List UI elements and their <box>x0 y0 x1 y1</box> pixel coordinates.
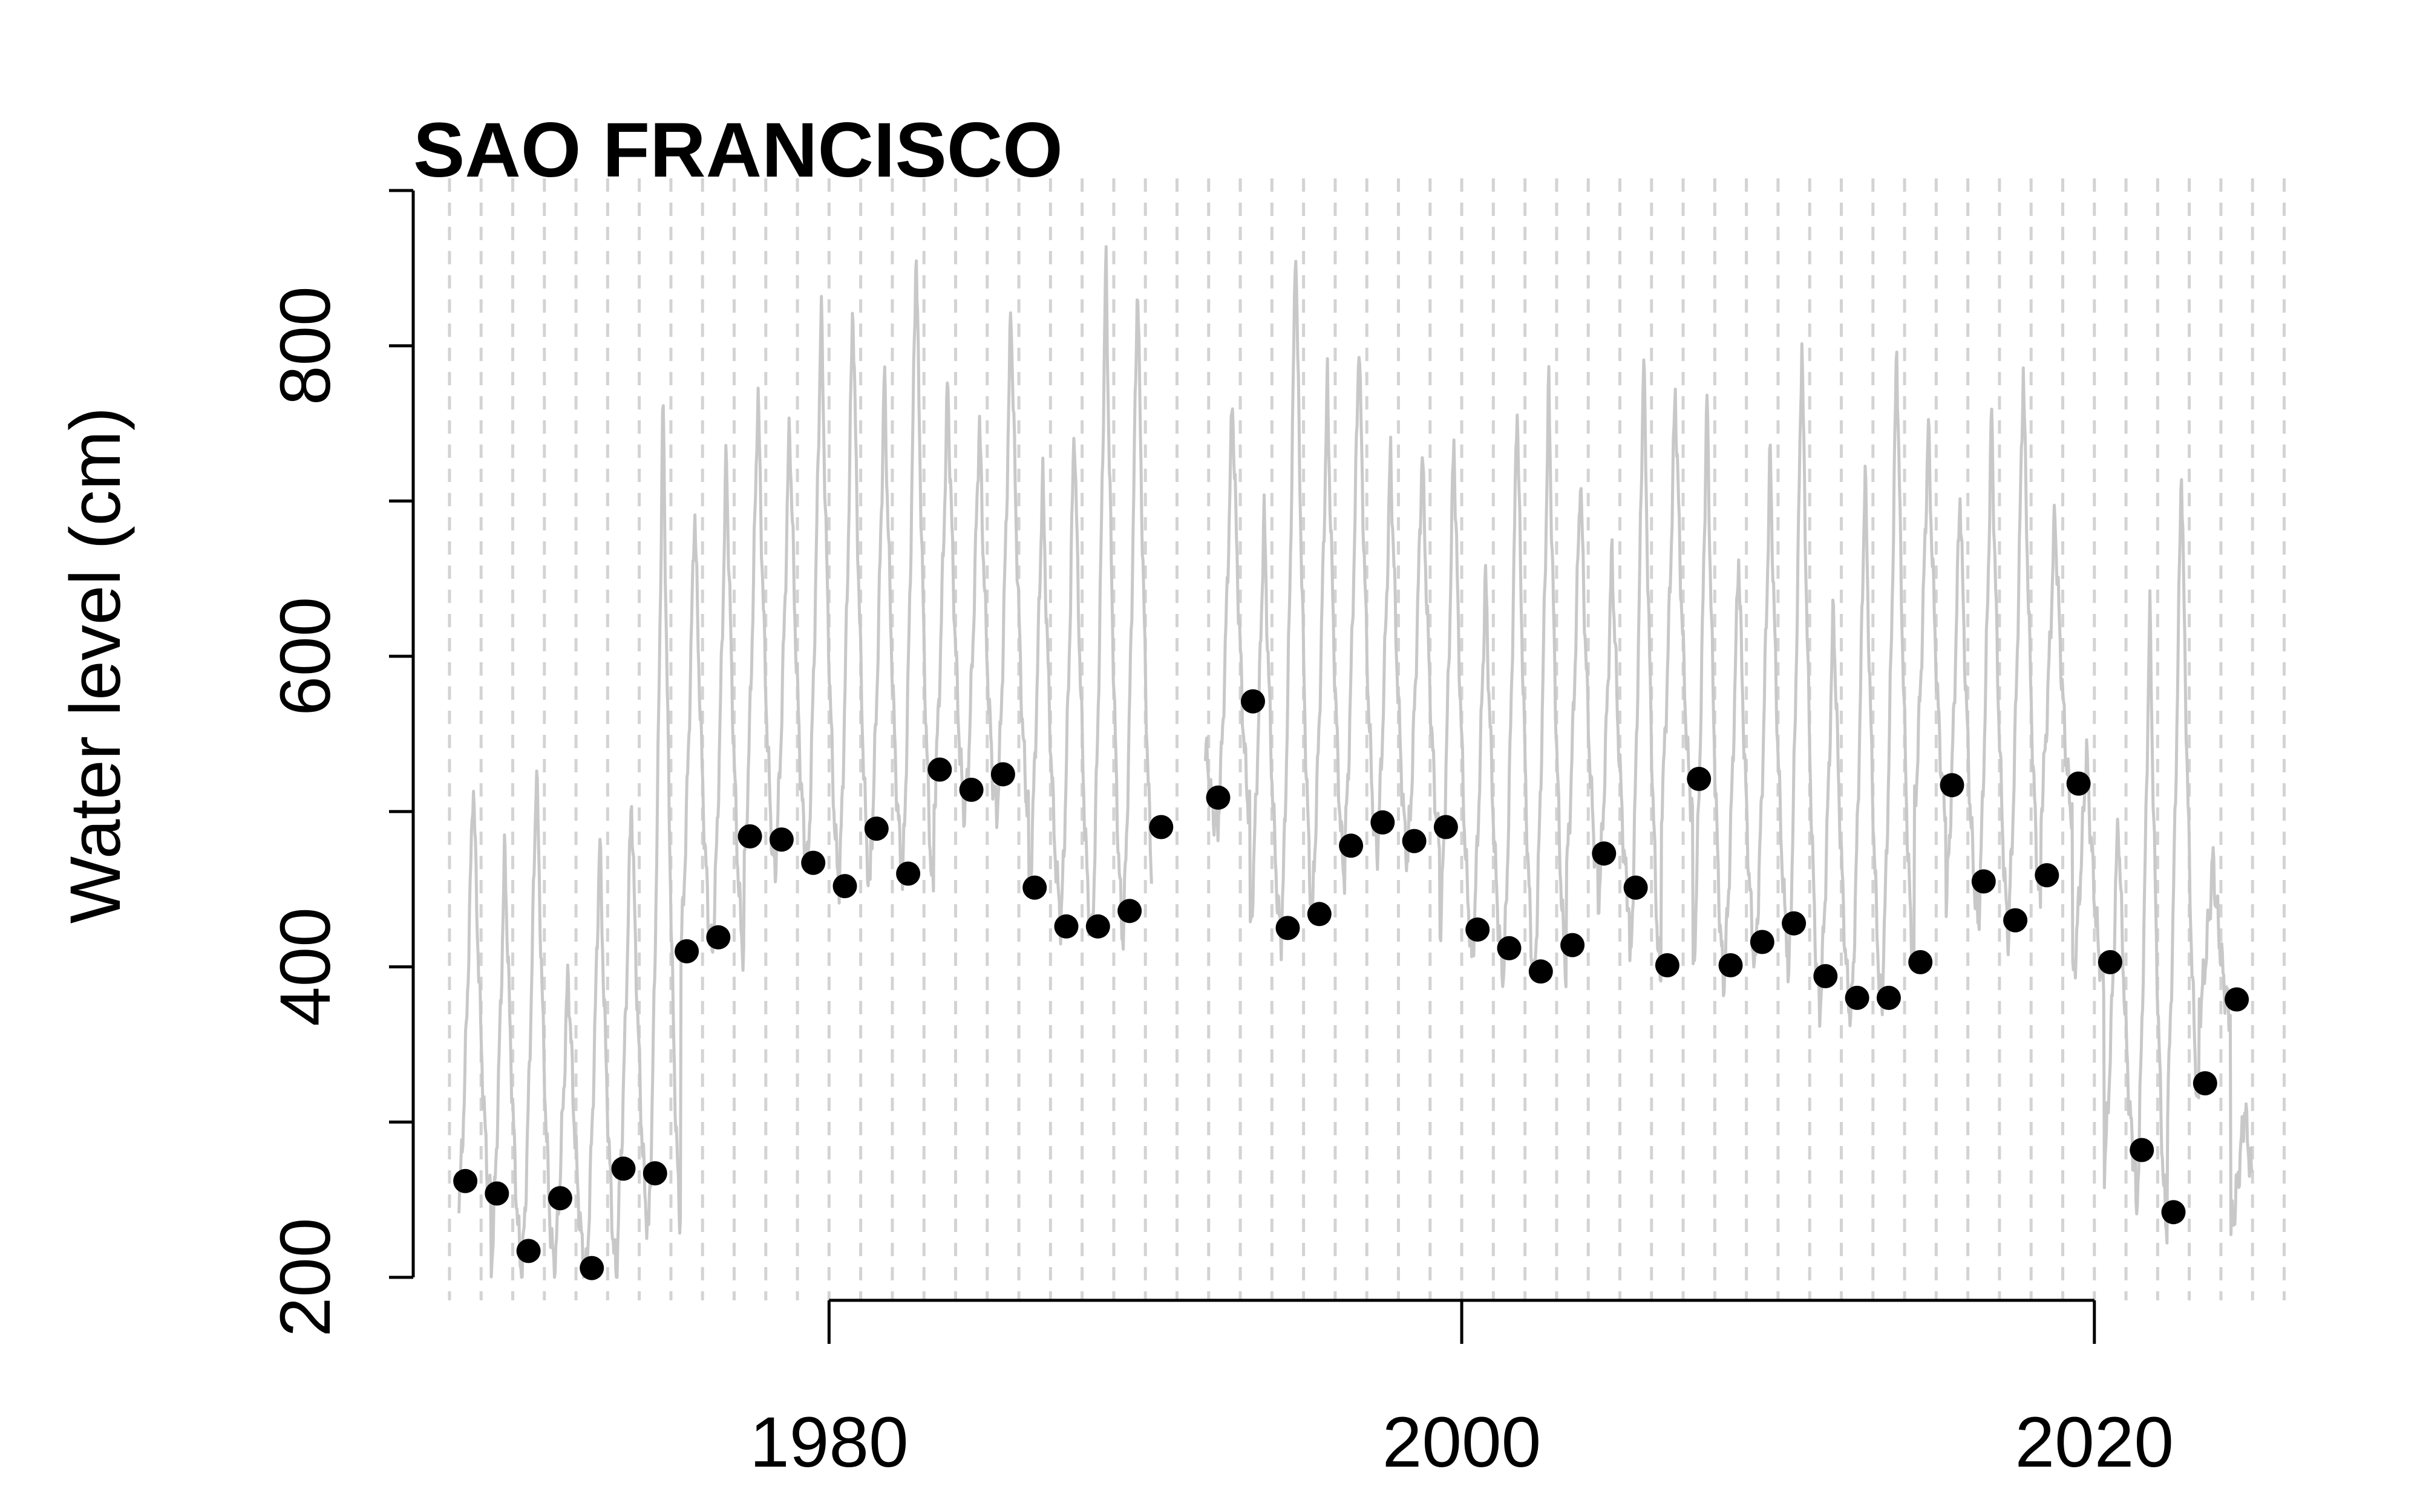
data-point-48 <box>1971 869 1996 894</box>
data-point-12 <box>801 850 826 875</box>
data-point-29 <box>1370 810 1395 835</box>
data-point-28 <box>1339 833 1364 858</box>
data-point-50 <box>2035 863 2059 888</box>
data-point-21 <box>1085 914 1110 939</box>
vertical-gridlines <box>448 178 2286 1300</box>
data-point-22 <box>1117 899 1142 924</box>
y-axis-title: Water level (cm) <box>56 407 136 924</box>
data-point-35 <box>1560 933 1585 957</box>
data-point-10 <box>737 824 762 849</box>
data-point-19 <box>1022 875 1047 900</box>
data-point-53 <box>2130 1138 2154 1162</box>
x-tick-label-2000: 2000 <box>1382 1403 1542 1482</box>
data-point-34 <box>1528 959 1553 984</box>
data-point-18 <box>990 762 1015 787</box>
data-point-41 <box>1750 930 1774 954</box>
data-point-40 <box>1718 953 1743 977</box>
x-tick-label-1980: 1980 <box>750 1403 909 1482</box>
data-point-24 <box>1206 785 1231 810</box>
data-point-51 <box>2066 771 2091 796</box>
data-point-30 <box>1402 829 1427 853</box>
x-tick-label-2020: 2020 <box>2015 1403 2174 1482</box>
y-tick-label-200: 200 <box>266 1218 345 1337</box>
data-point-16 <box>927 757 952 782</box>
annual-points <box>453 689 2249 1280</box>
data-point-20 <box>1054 914 1079 939</box>
data-point-31 <box>1433 815 1458 839</box>
data-point-52 <box>2098 950 2122 974</box>
data-point-23 <box>1149 815 1174 839</box>
data-point-15 <box>896 861 921 886</box>
data-point-5 <box>580 1256 604 1280</box>
data-point-54 <box>2161 1200 2186 1225</box>
data-point-45 <box>1876 985 1901 1010</box>
data-point-39 <box>1687 766 1712 791</box>
water-level-line-segment-1 <box>457 245 1153 1279</box>
data-point-49 <box>2003 908 2028 933</box>
data-point-36 <box>1592 841 1617 866</box>
data-point-26 <box>1275 916 1300 940</box>
data-point-27 <box>1307 902 1332 927</box>
data-point-9 <box>706 925 731 950</box>
data-point-38 <box>1655 953 1679 977</box>
data-point-47 <box>1940 773 1964 798</box>
data-point-7 <box>643 1161 667 1185</box>
data-point-46 <box>1908 950 1933 974</box>
data-point-43 <box>1813 964 1838 988</box>
seasonal-water-level-line <box>457 245 2254 1279</box>
data-point-17 <box>959 777 984 802</box>
data-point-33 <box>1497 936 1522 960</box>
data-point-2 <box>485 1181 509 1206</box>
data-point-56 <box>2225 987 2249 1012</box>
data-point-4 <box>548 1186 572 1211</box>
chart-title: SAO FRANCISCO <box>413 107 1063 194</box>
data-point-6 <box>611 1156 636 1181</box>
data-point-44 <box>1845 985 1869 1010</box>
data-point-11 <box>769 827 794 852</box>
data-point-42 <box>1782 911 1807 936</box>
data-point-1 <box>453 1168 478 1193</box>
y-tick-label-600: 600 <box>266 597 345 716</box>
data-point-37 <box>1623 875 1648 900</box>
data-point-32 <box>1465 917 1490 942</box>
data-point-3 <box>516 1239 541 1263</box>
y-tick-label-400: 400 <box>266 907 345 1026</box>
water-level-line-segment-2 <box>1204 259 2254 1245</box>
y-tick-label-800: 800 <box>266 286 345 405</box>
tick-marks: 200 400 600 800 1980 2000 2020 <box>266 189 2174 1482</box>
data-point-25 <box>1241 689 1265 714</box>
data-point-13 <box>832 874 857 899</box>
data-point-14 <box>864 816 889 841</box>
data-point-55 <box>2193 1071 2217 1096</box>
data-point-8 <box>675 939 699 963</box>
